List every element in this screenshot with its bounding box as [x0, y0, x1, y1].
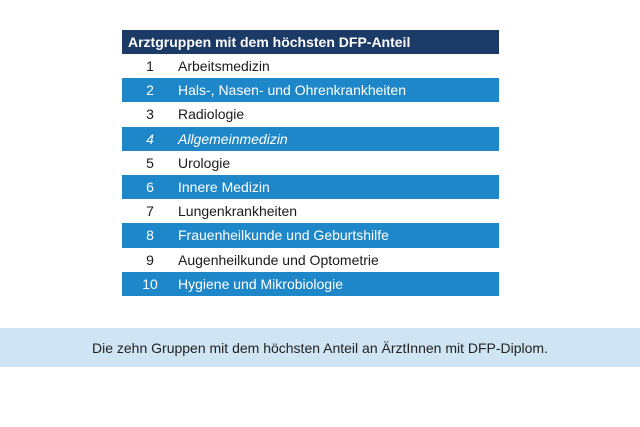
table-row: 5 Urologie [122, 150, 499, 175]
row-rank: 7 [146, 203, 154, 220]
row-name: Allgemeinmedizin [178, 130, 288, 147]
row-name: Augenheilkunde und Optometrie [178, 251, 379, 268]
row-name: Arbeitsmedizin [178, 58, 270, 75]
row-rank: 1 [146, 58, 154, 75]
table-row: 10 Hygiene und Mikrobiologie [122, 271, 499, 296]
table-row: 7 Lungenkrankheiten [122, 199, 499, 224]
row-rank: 9 [146, 251, 154, 268]
row-name: Lungenkrankheiten [178, 203, 298, 220]
row-name: Radiologie [178, 106, 245, 123]
row-name: Frauenheilkunde und Geburtshilfe [178, 227, 389, 244]
row-rank: 3 [146, 106, 154, 123]
row-rank: 2 [146, 82, 154, 99]
table-row: 2 Hals-, Nasen- und Ohrenkrankheiten [122, 78, 499, 103]
table-row: 6 Innere Medizin [122, 174, 499, 200]
table-row: 3 Radiologie [122, 102, 499, 127]
row-rank: 5 [146, 154, 154, 171]
row-name: Hygiene und Mikrobiologie [178, 275, 343, 292]
row-rank: 8 [146, 227, 154, 244]
table-row: 1 Arbeitsmedizin [122, 54, 499, 79]
table-row: 8 Frauenheilkunde und Geburtshilfe [122, 223, 499, 248]
row-name: Innere Medizin [178, 179, 270, 196]
caption-band: Die zehn Gruppen mit dem höchsten Anteil… [0, 328, 640, 367]
table-title: Arztgruppen mit dem höchsten DFP-Anteil [122, 30, 499, 54]
caption-text: Die zehn Gruppen mit dem höchsten Anteil… [92, 339, 548, 356]
row-name: Urologie [178, 154, 231, 171]
row-name: Hals-, Nasen- und Ohrenkrankheiten [178, 82, 407, 99]
table-row: 4 Allgemeinmedizin [122, 126, 499, 151]
row-rank: 6 [146, 179, 154, 196]
row-rank: 4 [146, 130, 154, 147]
row-rank: 10 [142, 275, 158, 292]
table-row: 9 Augenheilkunde und Optometrie [122, 247, 499, 272]
ranking-table: Arztgruppen mit dem höchsten DFP-Anteil … [122, 30, 499, 296]
